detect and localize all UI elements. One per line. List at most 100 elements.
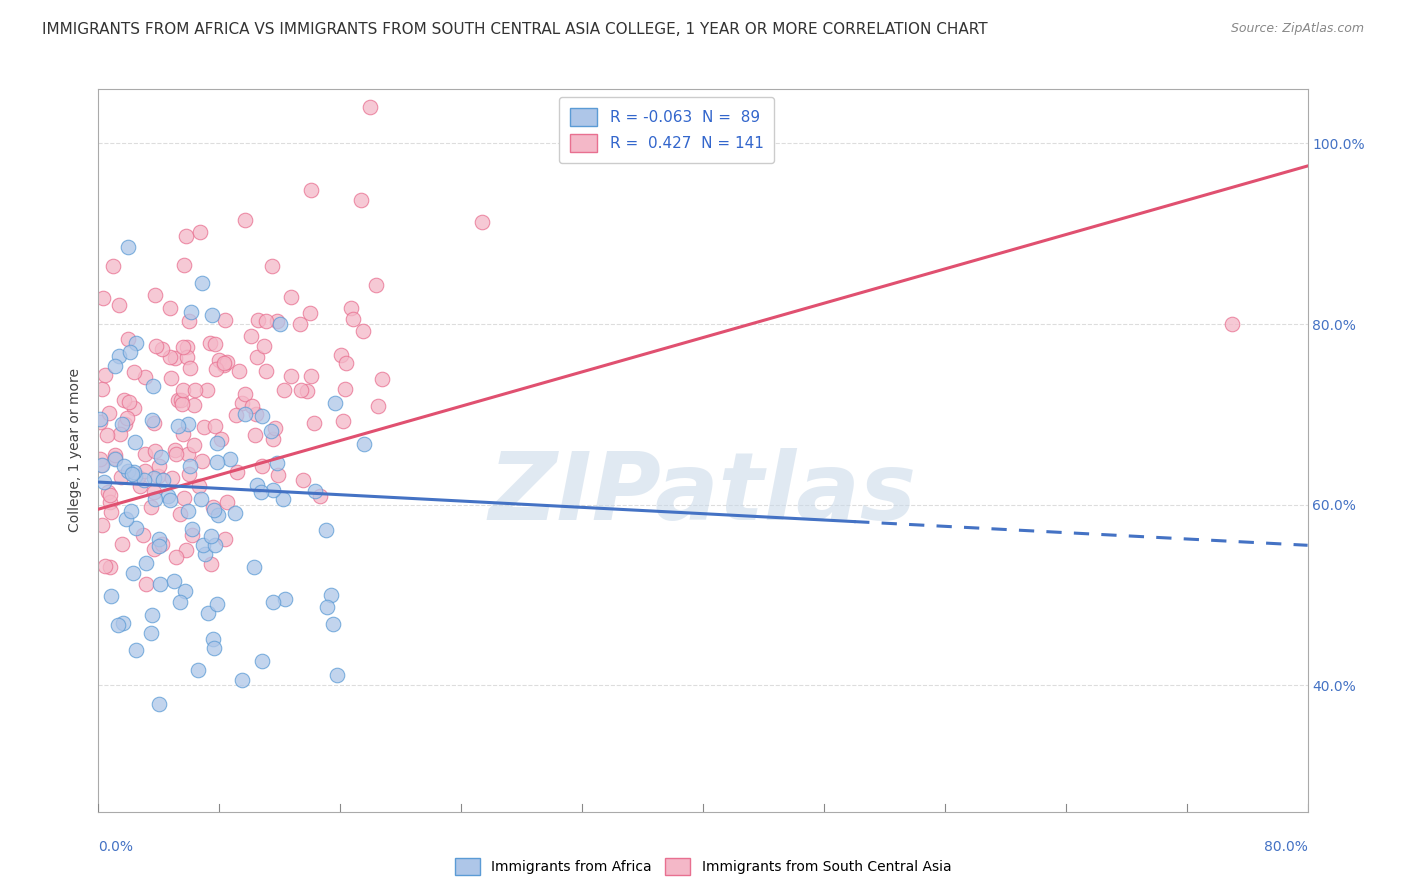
Text: 0.0%: 0.0% xyxy=(98,840,134,855)
Immigrants from South Central Asia xyxy=(359,100,381,114)
Immigrants from Africa xyxy=(269,317,291,331)
Immigrants from South Central Asia xyxy=(371,372,394,386)
Immigrants from Africa xyxy=(197,606,219,620)
Immigrants from South Central Asia xyxy=(142,542,165,557)
Immigrants from South Central Asia xyxy=(96,428,118,442)
Immigrants from South Central Asia xyxy=(208,352,231,367)
Immigrants from South Central Asia xyxy=(114,417,136,431)
Immigrants from South Central Asia xyxy=(110,470,132,484)
Immigrants from Africa xyxy=(274,592,297,607)
Immigrants from South Central Asia xyxy=(273,383,295,397)
Immigrants from Africa xyxy=(315,523,337,537)
Immigrants from Africa xyxy=(143,471,166,485)
Immigrants from South Central Asia xyxy=(205,361,228,376)
Immigrants from South Central Asia xyxy=(176,340,198,354)
Immigrants from Africa xyxy=(93,475,115,489)
Immigrants from South Central Asia xyxy=(246,350,269,364)
Immigrants from Africa xyxy=(177,504,200,518)
Immigrants from Africa xyxy=(181,522,204,536)
Immigrants from South Central Asia xyxy=(103,450,125,465)
Immigrants from South Central Asia xyxy=(170,393,193,408)
Immigrants from Africa xyxy=(322,616,344,631)
Immigrants from Africa xyxy=(191,276,214,290)
Immigrants from Africa xyxy=(233,407,256,421)
Immigrants from South Central Asia xyxy=(214,532,236,546)
Immigrants from South Central Asia xyxy=(150,343,173,357)
Immigrants from South Central Asia xyxy=(299,368,322,383)
Immigrants from South Central Asia xyxy=(335,356,357,370)
Immigrants from South Central Asia xyxy=(134,464,156,478)
Immigrants from Africa xyxy=(201,309,224,323)
Immigrants from South Central Asia xyxy=(146,469,169,483)
Immigrants from Africa xyxy=(159,492,181,507)
Immigrants from South Central Asia xyxy=(266,314,288,328)
Immigrants from South Central Asia xyxy=(290,317,312,331)
Immigrants from South Central Asia xyxy=(172,426,194,441)
Immigrants from South Central Asia xyxy=(214,313,236,327)
Immigrants from South Central Asia xyxy=(167,392,190,407)
Immigrants from South Central Asia xyxy=(250,458,273,473)
Immigrants from South Central Asia xyxy=(97,484,120,499)
Immigrants from South Central Asia xyxy=(240,329,263,343)
Legend: Immigrants from Africa, Immigrants from South Central Asia: Immigrants from Africa, Immigrants from … xyxy=(450,853,956,880)
Immigrants from South Central Asia xyxy=(174,542,197,557)
Immigrants from Africa xyxy=(148,698,170,712)
Immigrants from South Central Asia xyxy=(215,495,238,509)
Immigrants from Africa xyxy=(219,452,242,467)
Immigrants from South Central Asia xyxy=(339,301,361,315)
Immigrants from Africa xyxy=(148,539,170,553)
Immigrants from Africa xyxy=(194,547,217,561)
Immigrants from South Central Asia xyxy=(111,537,134,551)
Immigrants from South Central Asia xyxy=(333,382,356,396)
Immigrants from Africa xyxy=(200,529,222,543)
Immigrants from Africa xyxy=(149,576,172,591)
Immigrants from South Central Asia xyxy=(107,298,129,312)
Immigrants from Africa xyxy=(111,417,134,431)
Immigrants from South Central Asia xyxy=(212,356,235,370)
Immigrants from South Central Asia xyxy=(179,361,201,376)
Immigrants from South Central Asia xyxy=(89,452,111,467)
Immigrants from Africa xyxy=(91,458,114,472)
Immigrants from Africa xyxy=(353,437,375,451)
Immigrants from South Central Asia xyxy=(90,382,112,396)
Immigrants from South Central Asia xyxy=(292,473,315,487)
Immigrants from South Central Asia xyxy=(188,225,211,239)
Immigrants from South Central Asia xyxy=(100,505,122,519)
Immigrants from Africa xyxy=(124,435,146,450)
Immigrants from Africa xyxy=(262,595,284,609)
Immigrants from South Central Asia xyxy=(299,183,322,197)
Immigrants from South Central Asia xyxy=(184,383,207,397)
Immigrants from South Central Asia xyxy=(122,401,145,415)
Immigrants from Africa xyxy=(132,474,155,488)
Immigrants from Africa xyxy=(260,424,283,438)
Immigrants from South Central Asia xyxy=(159,351,181,365)
Immigrants from Africa xyxy=(117,240,139,254)
Immigrants from Africa xyxy=(163,574,186,589)
Immigrants from Africa xyxy=(323,396,346,410)
Text: 80.0%: 80.0% xyxy=(1264,840,1308,855)
Immigrants from Africa xyxy=(121,566,143,581)
Immigrants from Africa xyxy=(141,412,163,426)
Immigrants from South Central Asia xyxy=(173,259,195,273)
Immigrants from South Central Asia xyxy=(159,301,181,316)
Immigrants from South Central Asia xyxy=(262,432,284,446)
Immigrants from Africa xyxy=(104,359,127,373)
Immigrants from Africa xyxy=(142,379,165,393)
Immigrants from South Central Asia xyxy=(187,479,209,493)
Immigrants from South Central Asia xyxy=(177,467,200,481)
Immigrants from South Central Asia xyxy=(267,468,290,483)
Immigrants from South Central Asia xyxy=(104,448,127,462)
Immigrants from Africa xyxy=(149,450,172,464)
Immigrants from Africa xyxy=(193,539,215,553)
Immigrants from Africa xyxy=(124,466,146,480)
Immigrants from South Central Asia xyxy=(94,368,117,382)
Immigrants from South Central Asia xyxy=(299,305,322,319)
Immigrants from South Central Asia xyxy=(225,465,247,479)
Immigrants from Africa xyxy=(180,305,202,319)
Immigrants from South Central Asia xyxy=(139,500,162,515)
Immigrants from Africa xyxy=(205,436,228,450)
Immigrants from South Central Asia xyxy=(253,339,276,353)
Immigrants from South Central Asia xyxy=(233,387,256,401)
Text: ZIPatlas: ZIPatlas xyxy=(489,448,917,540)
Immigrants from Africa xyxy=(250,484,273,499)
